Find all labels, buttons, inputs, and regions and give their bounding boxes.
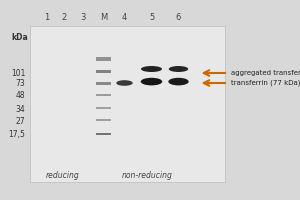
Bar	[96, 133, 111, 135]
Ellipse shape	[116, 80, 133, 86]
Ellipse shape	[141, 66, 162, 72]
Text: transferrin (77 kDa): transferrin (77 kDa)	[231, 80, 300, 86]
Text: 34: 34	[16, 105, 26, 114]
Text: reducing: reducing	[46, 170, 80, 180]
Text: aggregated transferrin dimer: aggregated transferrin dimer	[231, 70, 300, 76]
Bar	[96, 119, 111, 121]
Text: 73: 73	[16, 78, 26, 88]
Ellipse shape	[141, 78, 162, 85]
Bar	[30, 26, 225, 182]
Text: 2: 2	[62, 12, 67, 21]
Bar	[96, 57, 111, 61]
Text: 5: 5	[149, 12, 154, 21]
Text: 4: 4	[122, 12, 127, 21]
Text: 48: 48	[16, 90, 26, 99]
Text: M: M	[100, 12, 107, 21]
Text: non-reducing: non-reducing	[122, 170, 172, 180]
Text: 3: 3	[80, 12, 85, 21]
Bar	[96, 94, 111, 96]
Text: 6: 6	[176, 12, 181, 21]
Text: kDa: kDa	[11, 33, 28, 43]
Bar	[96, 82, 111, 84]
Text: 27: 27	[16, 116, 26, 126]
Text: 17,5: 17,5	[9, 131, 26, 140]
Ellipse shape	[169, 66, 188, 72]
Text: 1: 1	[44, 12, 49, 21]
Ellipse shape	[168, 78, 189, 85]
Text: 101: 101	[11, 68, 26, 77]
Bar	[96, 70, 111, 73]
Bar	[96, 107, 111, 109]
